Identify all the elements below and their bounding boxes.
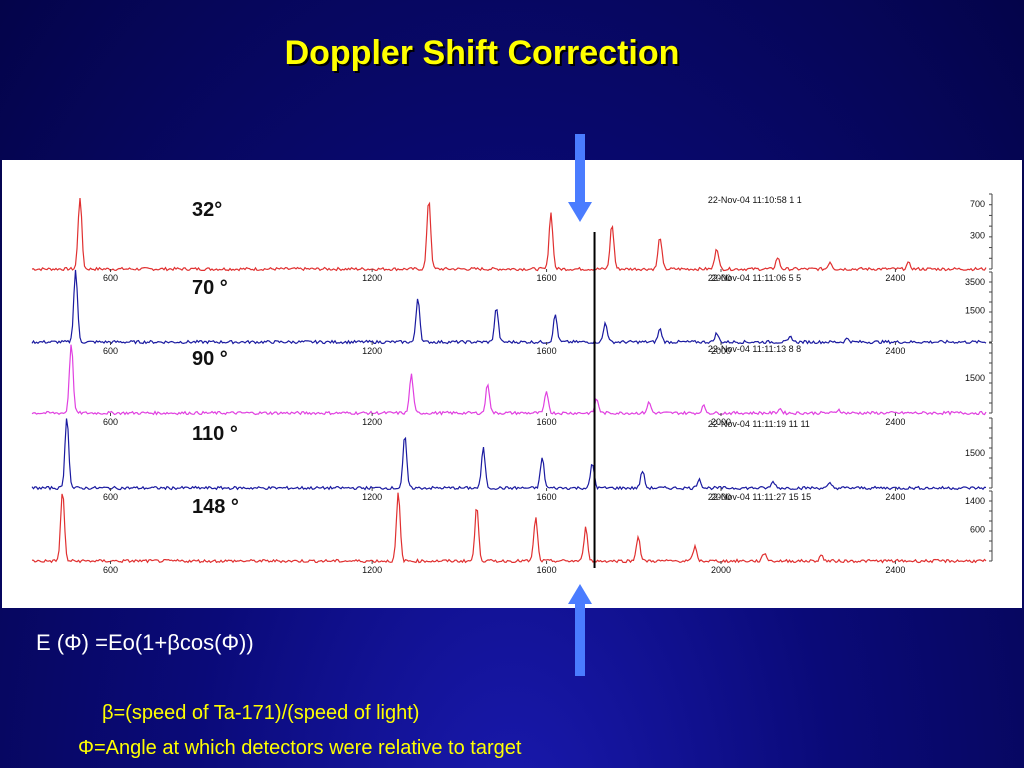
arrow-up-icon	[568, 584, 592, 676]
x-tick-label: 600	[103, 417, 118, 427]
x-tick-label: 1600	[537, 565, 557, 575]
x-tick-label: 2400	[885, 417, 905, 427]
x-tick-label: 600	[103, 273, 118, 283]
angle-label: 70 °	[192, 277, 228, 299]
angle-label: 148 °	[192, 496, 239, 518]
y-tick-label: 600	[970, 525, 985, 535]
panel-header: 22-Nov-04 11:11:13 8 8	[708, 344, 801, 354]
x-tick-label: 1200	[362, 492, 382, 502]
angle-label: 32°	[192, 199, 222, 221]
x-tick-label: 2400	[885, 273, 905, 283]
y-tick-label: 3500	[965, 277, 985, 287]
y-tick-label: 300	[970, 230, 985, 240]
x-tick-label: 1600	[537, 492, 557, 502]
x-tick-label: 2000	[711, 346, 731, 356]
x-tick-label: 2400	[885, 565, 905, 575]
spectrum-line	[31, 197, 987, 272]
x-tick-label: 600	[103, 346, 118, 356]
x-tick-label: 2000	[711, 565, 731, 575]
spectrum-line	[31, 344, 987, 416]
x-tick-label: 600	[103, 492, 118, 502]
arrow-down-icon	[568, 134, 592, 222]
y-tick-label: 1500	[965, 373, 985, 383]
panel-header: 22-Nov-04 11:10:58 1 1	[708, 195, 802, 205]
x-tick-label: 2400	[885, 346, 905, 356]
panel-header: 22-Nov-04 11:11:27 15 15	[708, 492, 811, 502]
x-tick-label: 1200	[362, 346, 382, 356]
beta-definition: β=(speed of Ta-171)/(speed of light)	[102, 702, 420, 724]
panel-header: 22-Nov-04 11:11:19 11 11	[708, 419, 810, 429]
y-tick-label: 1400	[965, 496, 985, 506]
slide-title: Doppler Shift Correction	[284, 34, 680, 72]
x-tick-label: 2000	[711, 273, 731, 283]
angle-label: 90 °	[192, 348, 228, 370]
spectra-chart: 700 300 22-Nov-04 11:10:58 1 1 32° 600 1200 16…	[31, 193, 993, 575]
doppler-formula: E (Φ) =Eo(1+βcos(Φ))	[36, 630, 254, 655]
x-tick-label: 1600	[537, 417, 557, 427]
x-tick-label: 1200	[362, 565, 382, 575]
spectrum-line	[31, 269, 987, 345]
x-tick-label: 1200	[362, 273, 382, 283]
x-tick-label: 1600	[537, 273, 557, 283]
x-tick-label: 600	[103, 565, 118, 575]
x-tick-label: 2000	[711, 492, 731, 502]
spectrum-line	[31, 492, 987, 564]
y-tick-label: 1500	[965, 306, 985, 316]
y-tick-label: 700	[970, 199, 985, 209]
x-tick-label: 1200	[362, 417, 382, 427]
angle-label: 110 °	[192, 423, 238, 445]
y-tick-label: 1500	[965, 448, 985, 458]
panel-header: 22-Nov-04 11:11:06 5 5	[708, 273, 801, 283]
x-tick-label: 1600	[537, 346, 557, 356]
x-tick-label: 2400	[885, 492, 905, 502]
spectrum-panel: 700 300 22-Nov-04 11:10:58 1 1 32° 600 1200 16…	[2, 160, 1022, 608]
x-tick-label: 2000	[711, 417, 731, 427]
phi-definition: Φ=Angle at which detectors were relative…	[78, 737, 522, 759]
spectrum-line	[31, 418, 987, 491]
